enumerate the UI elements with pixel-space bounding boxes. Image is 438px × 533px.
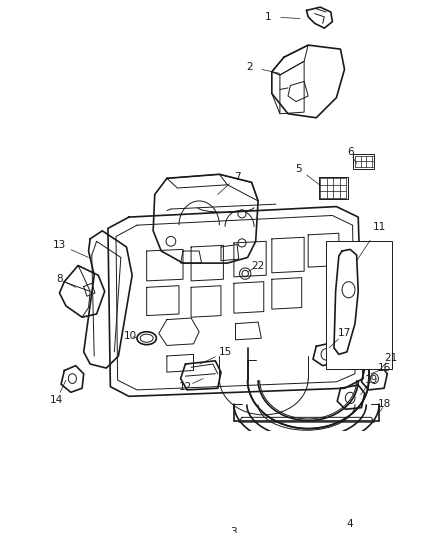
Text: 18: 18: [378, 399, 392, 409]
Text: 17: 17: [338, 328, 351, 338]
Text: 12: 12: [179, 382, 192, 392]
Text: 2: 2: [247, 62, 253, 72]
Text: 14: 14: [49, 395, 63, 406]
Text: 5: 5: [295, 164, 302, 174]
Text: 3: 3: [230, 527, 237, 533]
Text: 10: 10: [124, 331, 137, 341]
Text: 6: 6: [347, 148, 353, 157]
Text: 7: 7: [234, 172, 240, 182]
Text: 21: 21: [384, 352, 397, 362]
Bar: [326, 241, 392, 369]
Text: 22: 22: [251, 261, 265, 271]
Text: 15: 15: [219, 347, 233, 357]
Text: 13: 13: [53, 239, 66, 249]
Text: 8: 8: [56, 274, 63, 284]
Text: 16: 16: [378, 363, 392, 373]
Text: 4: 4: [347, 519, 353, 529]
Text: 11: 11: [373, 222, 386, 232]
Text: 19: 19: [364, 375, 378, 385]
Text: 1: 1: [265, 12, 271, 22]
